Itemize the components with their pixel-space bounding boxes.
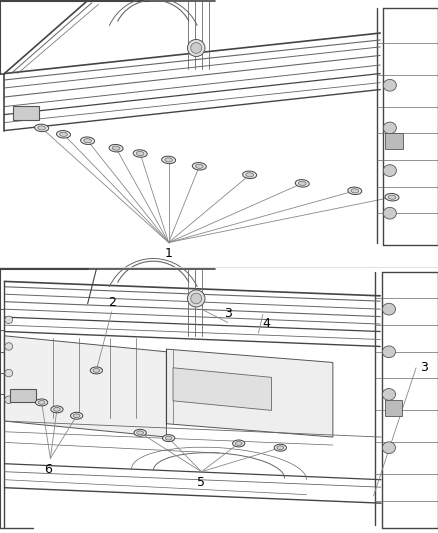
Ellipse shape <box>90 367 102 374</box>
Ellipse shape <box>191 293 201 304</box>
Polygon shape <box>173 368 272 410</box>
Ellipse shape <box>38 400 45 405</box>
Ellipse shape <box>235 441 242 446</box>
Ellipse shape <box>298 181 306 185</box>
Ellipse shape <box>35 124 49 132</box>
Ellipse shape <box>5 316 13 324</box>
Ellipse shape <box>348 187 362 195</box>
Text: 3: 3 <box>420 361 428 374</box>
Ellipse shape <box>351 189 359 193</box>
FancyBboxPatch shape <box>10 389 36 402</box>
Ellipse shape <box>165 436 172 440</box>
Ellipse shape <box>382 346 396 358</box>
Ellipse shape <box>385 193 399 201</box>
Ellipse shape <box>73 414 80 418</box>
Ellipse shape <box>109 144 123 152</box>
Text: 4: 4 <box>263 318 271 330</box>
Ellipse shape <box>162 435 175 441</box>
Ellipse shape <box>53 407 60 411</box>
FancyBboxPatch shape <box>385 400 402 416</box>
FancyBboxPatch shape <box>13 106 39 120</box>
Ellipse shape <box>134 430 146 436</box>
Ellipse shape <box>162 156 176 164</box>
Ellipse shape <box>57 131 71 138</box>
Ellipse shape <box>382 442 396 454</box>
Ellipse shape <box>137 431 144 435</box>
Ellipse shape <box>71 413 83 419</box>
Ellipse shape <box>274 444 286 451</box>
Ellipse shape <box>93 368 100 373</box>
Text: 2: 2 <box>108 296 116 309</box>
FancyBboxPatch shape <box>385 133 403 149</box>
Text: 3: 3 <box>224 307 232 320</box>
Ellipse shape <box>383 207 396 219</box>
Ellipse shape <box>81 137 95 144</box>
Ellipse shape <box>84 139 92 143</box>
Ellipse shape <box>112 146 120 150</box>
Text: 6: 6 <box>44 463 52 475</box>
Ellipse shape <box>383 122 396 134</box>
Ellipse shape <box>5 396 13 403</box>
Text: 5: 5 <box>198 476 205 489</box>
Ellipse shape <box>383 165 396 176</box>
Ellipse shape <box>382 389 396 400</box>
Ellipse shape <box>187 39 205 56</box>
Ellipse shape <box>243 171 257 179</box>
Ellipse shape <box>60 132 67 136</box>
Ellipse shape <box>38 126 46 130</box>
Ellipse shape <box>187 290 205 307</box>
Ellipse shape <box>35 399 48 406</box>
Ellipse shape <box>136 151 144 156</box>
Ellipse shape <box>195 164 203 168</box>
Ellipse shape <box>165 158 173 162</box>
Ellipse shape <box>388 195 396 199</box>
Text: 1: 1 <box>165 247 173 260</box>
Ellipse shape <box>295 180 309 187</box>
Ellipse shape <box>133 150 147 157</box>
Ellipse shape <box>5 369 13 377</box>
Ellipse shape <box>192 163 206 170</box>
Ellipse shape <box>191 43 201 53</box>
Ellipse shape <box>383 79 396 91</box>
Ellipse shape <box>51 406 63 413</box>
Ellipse shape <box>246 173 254 177</box>
Polygon shape <box>4 336 166 437</box>
Polygon shape <box>166 349 333 437</box>
Ellipse shape <box>277 446 284 450</box>
Ellipse shape <box>5 343 13 350</box>
Ellipse shape <box>382 303 396 315</box>
Ellipse shape <box>233 440 245 447</box>
